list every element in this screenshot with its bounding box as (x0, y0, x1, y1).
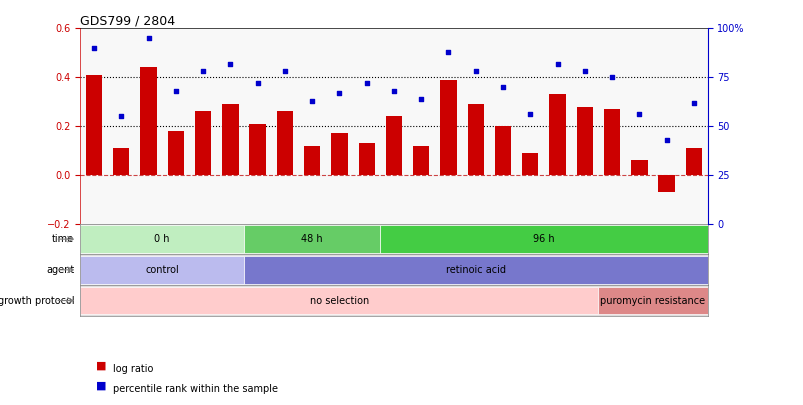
Point (278, 68, 291, 75)
FancyBboxPatch shape (80, 287, 597, 314)
Bar (494, 126, 511, 175)
Bar (86, 75, 102, 175)
Bar (249, 124, 266, 175)
Point (687, 99, 699, 106)
Text: log ratio: log ratio (112, 364, 153, 373)
FancyBboxPatch shape (597, 287, 707, 314)
Bar (413, 146, 429, 175)
Point (605, 74, 618, 81)
Point (469, 68, 482, 75)
Bar (467, 104, 483, 175)
Bar (385, 116, 402, 175)
Bar (331, 133, 347, 175)
Bar (276, 111, 293, 175)
Point (442, 49, 454, 55)
Point (115, 113, 128, 119)
Bar (141, 68, 157, 175)
FancyBboxPatch shape (243, 225, 380, 253)
Text: agent: agent (46, 265, 74, 275)
FancyBboxPatch shape (80, 225, 243, 253)
FancyBboxPatch shape (243, 256, 707, 284)
Point (524, 111, 536, 117)
Bar (630, 160, 646, 175)
Point (414, 96, 427, 102)
Point (659, 136, 672, 143)
FancyBboxPatch shape (380, 225, 707, 253)
Point (632, 111, 645, 117)
Point (550, 60, 563, 67)
Point (251, 80, 263, 86)
Text: no selection: no selection (309, 296, 369, 305)
Point (142, 35, 155, 41)
Bar (521, 153, 538, 175)
Point (387, 87, 400, 94)
Bar (113, 148, 129, 175)
Point (332, 90, 345, 96)
Bar (576, 107, 593, 175)
Bar (168, 131, 184, 175)
Point (224, 60, 237, 67)
Text: GDS799 / 2804: GDS799 / 2804 (80, 14, 175, 27)
Bar (222, 104, 238, 175)
Point (169, 87, 182, 94)
Point (305, 98, 318, 104)
Bar (358, 143, 374, 175)
Bar (685, 148, 701, 175)
Bar (440, 80, 456, 175)
Text: growth protocol: growth protocol (0, 296, 74, 305)
Point (496, 84, 509, 90)
Point (360, 80, 373, 86)
Text: retinoic acid: retinoic acid (445, 265, 505, 275)
Bar (548, 94, 565, 175)
Text: 96 h: 96 h (532, 234, 554, 244)
Text: 0 h: 0 h (154, 234, 169, 244)
Bar (194, 111, 211, 175)
Bar (658, 175, 674, 192)
Bar (603, 109, 619, 175)
Text: puromycin resistance: puromycin resistance (600, 296, 705, 305)
Text: percentile rank within the sample: percentile rank within the sample (112, 384, 277, 394)
Text: time: time (52, 234, 74, 244)
Point (197, 68, 210, 75)
FancyBboxPatch shape (80, 256, 243, 284)
Point (88, 45, 100, 51)
Text: 48 h: 48 h (301, 234, 323, 244)
Point (577, 68, 590, 75)
Text: ■: ■ (96, 360, 107, 371)
Text: ■: ■ (96, 381, 107, 391)
Bar (304, 146, 320, 175)
Text: control: control (145, 265, 179, 275)
